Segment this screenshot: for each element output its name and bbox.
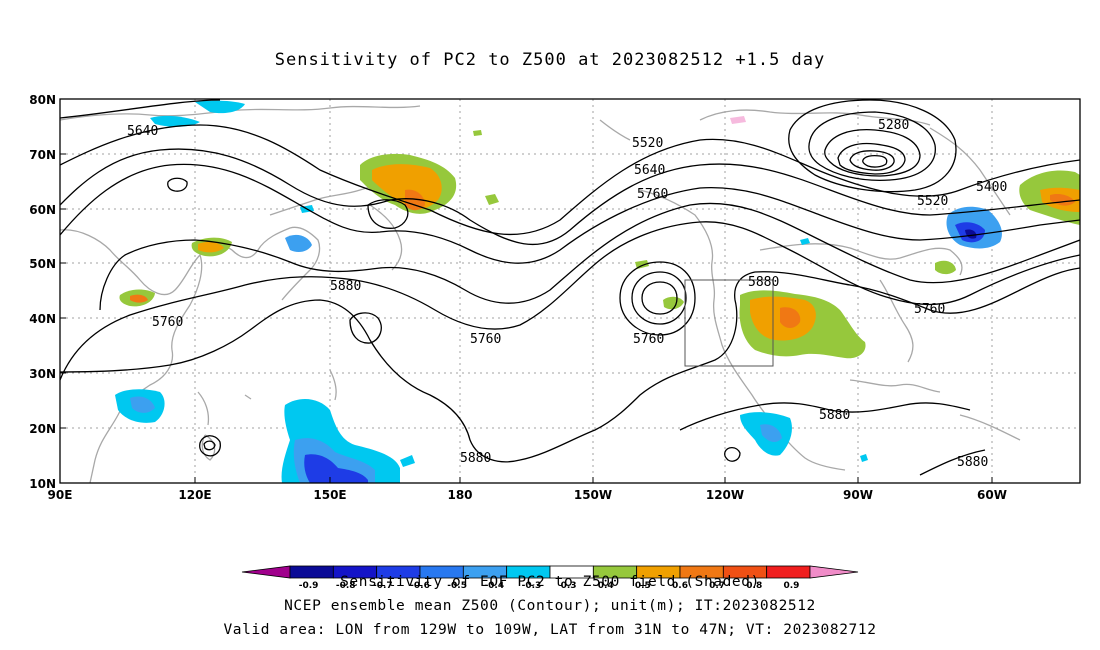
lon-label: 90E: [48, 488, 73, 502]
lat-label: 20N: [29, 422, 56, 436]
shade-blue-japan: [285, 234, 312, 253]
lon-label: 180: [447, 488, 472, 502]
map-frame: [59, 98, 1081, 484]
shade-darkorange-na: [780, 307, 801, 328]
contour-label: 5760: [633, 332, 664, 347]
contour-label: 5760: [152, 315, 183, 330]
contour-label: 5760: [470, 332, 501, 347]
sensitivity-shading: [115, 100, 1080, 483]
colorbar-tick-label: 0.7: [709, 581, 725, 591]
contour-label: 5880: [819, 408, 850, 423]
lon-labels: 90E 120E 150E 180 150W 120W 90W 60W: [48, 488, 1007, 502]
colorbar-tick-label: -0.3: [522, 581, 542, 591]
lon-label: 120W: [706, 488, 744, 502]
shade-orange-korea: [198, 241, 224, 253]
lat-labels: 80N 70N 60N 50N 40N 30N 20N 10N: [29, 93, 56, 491]
colorbar-arrow-right: [809, 565, 859, 579]
colorbar-tick-label: 0.8: [746, 581, 762, 591]
caption-contour: NCEP ensemble mean Z500 (Contour); unit(…: [284, 598, 816, 614]
gridlines: [60, 99, 1080, 483]
shade-darkblue-pacific: [304, 454, 368, 483]
shade-orange-siberia: [372, 164, 442, 210]
shade-blue-mexico: [760, 424, 782, 442]
lat-label: 50N: [29, 257, 56, 271]
shade-orange-china: [130, 294, 148, 303]
colorbar-tick-label: 0.6: [672, 581, 688, 591]
colorbar-tick-label: 0.3: [561, 581, 577, 591]
contour-label: 5400: [976, 180, 1007, 195]
caption-shaded: Sensitivity of EOF PC2 to Z500 field (Sh…: [340, 574, 760, 590]
coastlines: [60, 105, 1021, 483]
lat-label: 70N: [29, 148, 56, 162]
contour-label: 5880: [330, 279, 361, 294]
tick-marks: [60, 98, 993, 483]
lon-label: 120E: [178, 488, 211, 502]
z500-contours: [60, 99, 1080, 476]
lon-label: 150W: [574, 488, 612, 502]
lat-label: 40N: [29, 312, 56, 326]
shade-pink-small: [730, 116, 746, 124]
contour-label: 5520: [632, 136, 663, 151]
contour-label: 5760: [914, 302, 945, 317]
lon-label: 150E: [313, 488, 346, 502]
contour-label: 5520: [917, 194, 948, 209]
colorbar-tick-label: 0.4: [598, 581, 614, 591]
colorbar-tick-label: 0.9: [783, 581, 799, 591]
valid-area-box: [684, 279, 774, 367]
contour-labels: 5640 5760 5880 5760 5880 5520 5640 5760 …: [127, 118, 1007, 470]
lat-label: 80N: [29, 93, 56, 107]
shade-green-small: [473, 130, 499, 205]
shade-red-siberia: [405, 189, 425, 211]
lon-label: 90W: [843, 488, 873, 502]
colorbar-tick-label: -0.6: [410, 581, 430, 591]
shade-cyan-npac: [195, 100, 245, 114]
lat-label: 60N: [29, 203, 56, 217]
contour-label: 5280: [878, 118, 909, 133]
shade-blue-china: [130, 396, 155, 413]
colorbar: -0.9 -0.8 -0.7 -0.6 -0.5 -0.4 -0.3 0.3 0.4 0.5 0.6…: [241, 565, 859, 591]
colorbar-tick-label: -0.4: [484, 581, 504, 591]
shade-green-pacnw: [663, 296, 684, 310]
lat-label: 30N: [29, 367, 56, 381]
contour-label: 5880: [748, 275, 779, 290]
contour-label: 5880: [957, 455, 988, 470]
contour-label: 5640: [127, 124, 158, 139]
caption-valid-area: Valid area: LON from 129W to 109W, LAT f…: [223, 622, 877, 638]
colorbar-tick-label: -0.7: [373, 581, 393, 591]
shade-green-hudson: [935, 260, 956, 275]
colorbar-tick-label: 0.5: [635, 581, 651, 591]
colorbar-tick-label: -0.5: [447, 581, 467, 591]
shade-cyan-bering: [150, 115, 200, 127]
contour-label: 5640: [634, 163, 665, 178]
contour-label: 5760: [637, 187, 668, 202]
colorbar-tick-label: -0.9: [299, 581, 319, 591]
contour-label: 5880: [460, 451, 491, 466]
chart-title: Sensitivity of PC2 to Z500 at 2023082512…: [274, 50, 826, 70]
lon-label: 60W: [977, 488, 1007, 502]
colorbar-tick-label: -0.8: [336, 581, 356, 591]
lat-label: 10N: [29, 477, 56, 491]
